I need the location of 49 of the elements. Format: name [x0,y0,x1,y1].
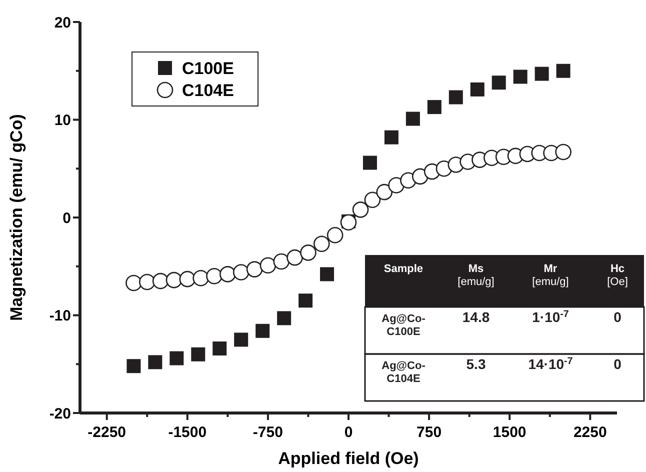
y-tick-label: 20 [54,14,71,32]
legend-label: C104E [182,80,234,100]
point [212,341,227,356]
x-axis-title: Applied field (Oe) [278,449,419,468]
point [427,100,442,114]
y-tick-label: -20 [49,405,71,422]
annotation: Ms [emu/g] [458,263,494,288]
point [277,311,292,326]
point [256,324,270,338]
annotation: Mr [emu/g] [532,263,569,288]
y-tick-label: 10 [54,112,71,129]
annotation: 14.8 [462,309,490,325]
annotation: Ag@Co- C100E [382,313,426,338]
point [191,347,206,362]
x-tick-label: -2250 [88,424,126,441]
point [513,70,528,84]
annotation: Sample [384,263,424,275]
x-tick-label: -1500 [168,424,207,441]
y-tick-label: -10 [49,308,71,324]
point [534,66,549,81]
x-tick-label: 0 [344,424,353,441]
point [556,64,570,78]
annotation: 0 [614,356,622,372]
annotation: Ag@Co- C104E [382,360,426,385]
x-tick-label: 2250 [573,424,607,441]
x-tick-label: 1500 [492,424,526,441]
point [362,156,377,170]
point [384,130,398,144]
point [470,82,484,96]
point [298,294,313,308]
point [340,214,357,231]
y-axis-title: Magnetization (emu/ gCo) [7,114,26,321]
point [492,76,506,90]
annotation: 1·10$^{-7}$ [532,308,570,325]
annotation: Hc [Oe] [607,263,628,288]
x-tick-label: -750 [252,424,283,441]
legend-label: C100E [182,58,234,78]
annotation: 14·10$^{-7}$ [528,356,574,372]
point [448,90,463,104]
point [320,267,334,282]
y-tick-label: 0 [62,210,71,227]
point [406,112,420,126]
annotation: 0 [614,309,622,325]
annotation: 5.3 [466,356,486,372]
point [234,332,248,347]
point [148,355,162,370]
point [126,359,141,374]
point [170,351,184,366]
x-tick-label: 750 [416,424,442,441]
